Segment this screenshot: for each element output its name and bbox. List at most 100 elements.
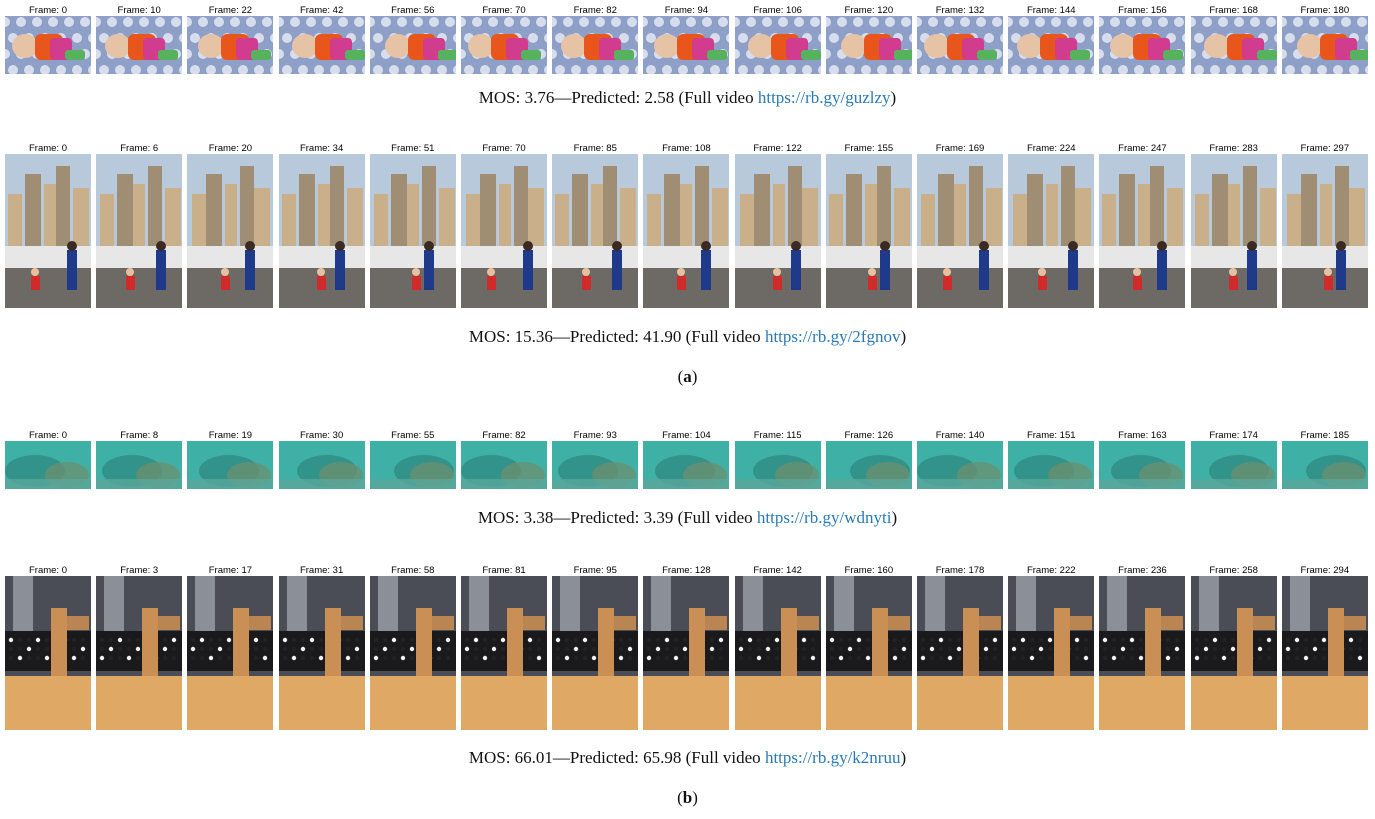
frame-label: Frame: 55 — [391, 430, 435, 441]
frame-thumbnail: Frame: 258 — [1190, 565, 1277, 730]
frame-image — [734, 16, 821, 74]
frame-strip-machine: Frame: 0 Frame: 3 Frame: 17 Frame: 31 Frame:… — [5, 565, 1368, 730]
frame-image — [643, 16, 730, 74]
frame-label: Frame: 0 — [28, 565, 67, 576]
frame-image — [825, 16, 912, 74]
panel-letter: a — [683, 367, 692, 386]
frame-label: Frame: 0 — [28, 430, 67, 441]
frame-label: Frame: 115 — [753, 430, 802, 441]
frame-thumbnail: Frame: 283 — [1190, 143, 1277, 308]
frame-image — [1099, 441, 1186, 489]
frame-thumbnail: Frame: 0 — [5, 565, 91, 730]
frame-label: Frame: 224 — [1026, 143, 1076, 154]
frame-label: Frame: 70 — [482, 143, 526, 154]
frame-image — [5, 16, 91, 74]
frame-label: Frame: 17 — [208, 565, 253, 576]
frame-thumbnail: Frame: 144 — [1008, 5, 1095, 74]
frame-label: Frame: 294 — [1300, 565, 1350, 576]
frame-thumbnail: Frame: 222 — [1008, 565, 1095, 730]
caption-bubbles: MOS: 15.36—Predicted: 41.90 (Full video … — [0, 327, 1375, 347]
frame-thumbnail: Frame: 82 — [461, 430, 548, 489]
frame-label: Frame: 155 — [844, 143, 894, 154]
caption-machine: MOS: 66.01—Predicted: 65.98 (Full video … — [0, 748, 1375, 768]
frame-thumbnail: Frame: 17 — [187, 565, 274, 730]
caption-text: MOS: 15.36—Predicted: 41.90 (Full video — [468, 327, 765, 346]
frame-label: Frame: 10 — [117, 5, 161, 16]
panel-label-b: (b) — [677, 788, 698, 807]
frame-image — [1190, 154, 1277, 308]
frame-thumbnail: Frame: 224 — [1008, 143, 1095, 308]
frame-label: Frame: 85 — [573, 143, 617, 154]
frame-image — [1281, 441, 1368, 489]
video-link[interactable]: https://rb.gy/2fgnov — [764, 327, 901, 346]
caption-suffix: ) — [900, 327, 907, 346]
frame-label: Frame: 247 — [1118, 143, 1167, 154]
frame-image — [734, 576, 821, 730]
frame-image — [552, 154, 639, 308]
frame-thumbnail: Frame: 6 — [96, 143, 183, 308]
frame-thumbnail: Frame: 81 — [461, 565, 548, 730]
frame-thumbnail: Frame: 185 — [1281, 430, 1368, 489]
frame-label: Frame: 6 — [120, 143, 159, 154]
frame-image — [278, 441, 365, 489]
frame-thumbnail: Frame: 95 — [552, 565, 639, 730]
video-link[interactable]: https://rb.gy/k2nruu — [764, 748, 901, 767]
frame-image — [96, 154, 183, 308]
frame-label: Frame: 3 — [120, 565, 159, 576]
frame-thumbnail: Frame: 108 — [643, 143, 730, 308]
frame-thumbnail: Frame: 142 — [734, 565, 821, 730]
frame-label: Frame: 81 — [482, 565, 526, 576]
frame-thumbnail: Frame: 122 — [734, 143, 821, 308]
frame-label: Frame: 34 — [299, 143, 344, 154]
frame-image — [917, 154, 1004, 308]
frame-image — [461, 441, 548, 489]
frame-image — [825, 441, 912, 489]
frame-label: Frame: 168 — [1209, 5, 1258, 16]
frame-image — [552, 441, 639, 489]
frame-label: Frame: 31 — [299, 565, 344, 576]
frame-thumbnail: Frame: 31 — [278, 565, 365, 730]
frame-label: Frame: 42 — [299, 5, 344, 16]
frame-image — [1099, 16, 1186, 74]
frame-image — [278, 154, 365, 308]
frame-image — [278, 16, 365, 74]
frame-label: Frame: 185 — [1300, 430, 1350, 441]
frame-image — [369, 16, 456, 74]
frame-image — [369, 154, 456, 308]
video-link[interactable]: https://rb.gy/guzlzy — [757, 88, 891, 107]
frame-label: Frame: 104 — [662, 430, 711, 441]
frame-thumbnail: Frame: 115 — [734, 430, 821, 489]
frame-label: Frame: 108 — [662, 143, 711, 154]
frame-thumbnail: Frame: 94 — [643, 5, 730, 74]
caption-baby: MOS: 3.76—Predicted: 2.58 (Full video ht… — [0, 88, 1375, 108]
caption-text: MOS: 66.01—Predicted: 65.98 (Full video — [468, 748, 765, 767]
panel-letter: b — [682, 788, 693, 807]
frame-thumbnail: Frame: 82 — [552, 5, 639, 74]
frame-thumbnail: Frame: 126 — [825, 430, 912, 489]
frame-thumbnail: Frame: 0 — [5, 143, 91, 308]
frame-label: Frame: 132 — [935, 5, 985, 16]
frame-image — [1281, 154, 1368, 308]
frame-thumbnail: Frame: 19 — [187, 430, 274, 489]
frame-strip-bubbles: Frame: 0 Frame: 6 Frame: 20 Frame: 34 Frame:… — [5, 143, 1368, 308]
frame-image — [643, 576, 730, 730]
frame-image — [187, 576, 274, 730]
frame-image — [1190, 576, 1277, 730]
frame-label: Frame: 126 — [844, 430, 894, 441]
frame-thumbnail: Frame: 42 — [278, 5, 365, 74]
frame-label: Frame: 22 — [208, 5, 253, 16]
frame-image — [1281, 576, 1368, 730]
frame-thumbnail: Frame: 10 — [96, 5, 183, 74]
frame-image — [369, 576, 456, 730]
frame-thumbnail: Frame: 70 — [461, 143, 548, 308]
frame-label: Frame: 144 — [1026, 5, 1076, 16]
frame-image — [461, 154, 548, 308]
frame-image — [1008, 154, 1095, 308]
frame-label: Frame: 19 — [208, 430, 253, 441]
video-link[interactable]: https://rb.gy/wdnyti — [756, 508, 892, 527]
frame-image — [187, 441, 274, 489]
frame-image — [1281, 16, 1368, 74]
frame-label: Frame: 122 — [753, 143, 802, 154]
frame-image — [5, 576, 91, 730]
frame-label: Frame: 169 — [935, 143, 985, 154]
